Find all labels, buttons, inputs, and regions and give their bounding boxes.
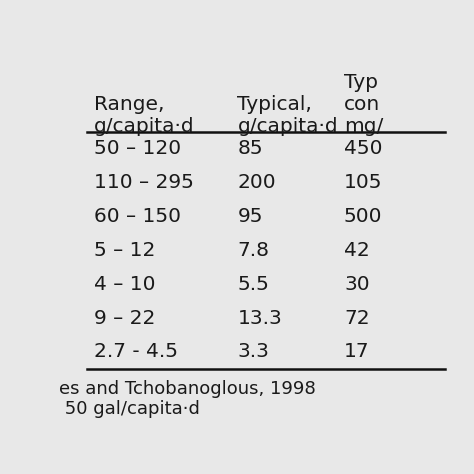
Text: 7.8: 7.8 bbox=[237, 241, 269, 260]
Text: 13.3: 13.3 bbox=[237, 309, 282, 328]
Text: 95: 95 bbox=[237, 207, 263, 226]
Text: Typ: Typ bbox=[344, 73, 378, 92]
Text: 50 gal/capita·d: 50 gal/capita·d bbox=[59, 400, 200, 418]
Text: 50 – 120: 50 – 120 bbox=[94, 139, 181, 158]
Text: Range,: Range, bbox=[94, 95, 164, 114]
Text: g/capita·d: g/capita·d bbox=[237, 117, 338, 136]
Text: 85: 85 bbox=[237, 139, 263, 158]
Text: 30: 30 bbox=[344, 275, 370, 294]
Text: 4 – 10: 4 – 10 bbox=[94, 275, 155, 294]
Text: 200: 200 bbox=[237, 173, 276, 192]
Text: 9 – 22: 9 – 22 bbox=[94, 309, 155, 328]
Text: mg/: mg/ bbox=[344, 117, 383, 136]
Text: g/capita·d: g/capita·d bbox=[94, 117, 195, 136]
Text: es and Tchobanoglous, 1998: es and Tchobanoglous, 1998 bbox=[59, 380, 316, 398]
Text: con: con bbox=[344, 95, 380, 114]
Text: 3.3: 3.3 bbox=[237, 343, 269, 362]
Text: 110 – 295: 110 – 295 bbox=[94, 173, 194, 192]
Text: 5.5: 5.5 bbox=[237, 275, 269, 294]
Text: 72: 72 bbox=[344, 309, 370, 328]
Text: 17: 17 bbox=[344, 343, 370, 362]
Text: 42: 42 bbox=[344, 241, 370, 260]
Text: 2.7 - 4.5: 2.7 - 4.5 bbox=[94, 343, 178, 362]
Text: 450: 450 bbox=[344, 139, 383, 158]
Text: 5 – 12: 5 – 12 bbox=[94, 241, 155, 260]
Text: Typical,: Typical, bbox=[237, 95, 312, 114]
Text: 60 – 150: 60 – 150 bbox=[94, 207, 181, 226]
Text: 500: 500 bbox=[344, 207, 383, 226]
Text: 105: 105 bbox=[344, 173, 383, 192]
